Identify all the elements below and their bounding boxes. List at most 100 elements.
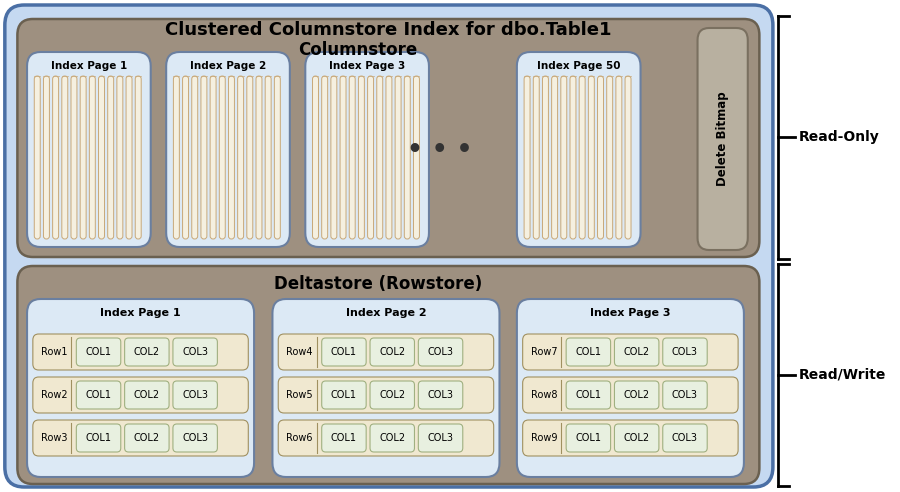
FancyBboxPatch shape bbox=[524, 76, 530, 239]
Text: COL1: COL1 bbox=[331, 390, 357, 400]
FancyBboxPatch shape bbox=[566, 381, 610, 409]
FancyBboxPatch shape bbox=[616, 76, 622, 239]
Text: Clustered Columnstore Index for dbo.Table1: Clustered Columnstore Index for dbo.Tabl… bbox=[165, 21, 612, 39]
Text: COL1: COL1 bbox=[331, 433, 357, 443]
FancyBboxPatch shape bbox=[552, 76, 558, 239]
FancyBboxPatch shape bbox=[174, 76, 179, 239]
Text: COL1: COL1 bbox=[575, 390, 601, 400]
Text: Index Page 50: Index Page 50 bbox=[537, 61, 620, 71]
Text: COL2: COL2 bbox=[134, 347, 160, 357]
Text: COL1: COL1 bbox=[86, 347, 112, 357]
FancyBboxPatch shape bbox=[418, 424, 463, 452]
FancyBboxPatch shape bbox=[340, 76, 346, 239]
Text: COL2: COL2 bbox=[379, 347, 405, 357]
Text: Index Page 2: Index Page 2 bbox=[190, 61, 266, 71]
FancyBboxPatch shape bbox=[598, 76, 604, 239]
FancyBboxPatch shape bbox=[418, 338, 463, 366]
FancyBboxPatch shape bbox=[117, 76, 122, 239]
FancyBboxPatch shape bbox=[312, 76, 319, 239]
Text: Read-Only: Read-Only bbox=[798, 130, 879, 145]
FancyBboxPatch shape bbox=[377, 76, 382, 239]
Text: Row5: Row5 bbox=[286, 390, 313, 400]
FancyBboxPatch shape bbox=[523, 420, 738, 456]
FancyBboxPatch shape bbox=[192, 76, 198, 239]
Text: Row6: Row6 bbox=[286, 433, 312, 443]
Text: Index Page 2: Index Page 2 bbox=[346, 308, 427, 318]
FancyBboxPatch shape bbox=[566, 338, 610, 366]
Text: • • •: • • • bbox=[407, 138, 472, 162]
FancyBboxPatch shape bbox=[173, 381, 218, 409]
FancyBboxPatch shape bbox=[570, 76, 576, 239]
FancyBboxPatch shape bbox=[173, 424, 218, 452]
Text: COL3: COL3 bbox=[182, 433, 208, 443]
FancyBboxPatch shape bbox=[278, 377, 494, 413]
FancyBboxPatch shape bbox=[98, 76, 104, 239]
Text: Row3: Row3 bbox=[40, 433, 68, 443]
FancyBboxPatch shape bbox=[126, 76, 132, 239]
FancyBboxPatch shape bbox=[124, 338, 169, 366]
Text: COL1: COL1 bbox=[575, 347, 601, 357]
FancyBboxPatch shape bbox=[370, 381, 415, 409]
FancyBboxPatch shape bbox=[32, 420, 248, 456]
Text: COL2: COL2 bbox=[379, 433, 405, 443]
FancyBboxPatch shape bbox=[607, 76, 613, 239]
FancyBboxPatch shape bbox=[76, 424, 121, 452]
Text: COL3: COL3 bbox=[672, 390, 698, 400]
FancyBboxPatch shape bbox=[370, 338, 415, 366]
FancyBboxPatch shape bbox=[124, 381, 169, 409]
FancyBboxPatch shape bbox=[17, 266, 760, 484]
FancyBboxPatch shape bbox=[4, 5, 773, 487]
Text: Index Page 3: Index Page 3 bbox=[329, 61, 405, 71]
FancyBboxPatch shape bbox=[626, 76, 631, 239]
FancyBboxPatch shape bbox=[256, 76, 262, 239]
FancyBboxPatch shape bbox=[662, 424, 707, 452]
FancyBboxPatch shape bbox=[321, 76, 328, 239]
Text: COL1: COL1 bbox=[575, 433, 601, 443]
Text: Index Page 1: Index Page 1 bbox=[50, 61, 127, 71]
Text: Read/Write: Read/Write bbox=[798, 368, 886, 382]
FancyBboxPatch shape bbox=[278, 334, 494, 370]
FancyBboxPatch shape bbox=[517, 299, 744, 477]
FancyBboxPatch shape bbox=[698, 28, 748, 250]
Text: Row9: Row9 bbox=[531, 433, 557, 443]
FancyBboxPatch shape bbox=[166, 52, 290, 247]
FancyBboxPatch shape bbox=[321, 381, 366, 409]
FancyBboxPatch shape bbox=[220, 76, 225, 239]
FancyBboxPatch shape bbox=[201, 76, 207, 239]
Text: Delete Bitmap: Delete Bitmap bbox=[716, 92, 729, 186]
FancyBboxPatch shape bbox=[43, 76, 50, 239]
Text: COL3: COL3 bbox=[182, 347, 208, 357]
FancyBboxPatch shape bbox=[517, 52, 641, 247]
FancyBboxPatch shape bbox=[27, 52, 150, 247]
FancyBboxPatch shape bbox=[52, 76, 58, 239]
FancyBboxPatch shape bbox=[135, 76, 141, 239]
Text: COL3: COL3 bbox=[672, 347, 698, 357]
FancyBboxPatch shape bbox=[404, 76, 410, 239]
Text: Row4: Row4 bbox=[286, 347, 312, 357]
FancyBboxPatch shape bbox=[238, 76, 244, 239]
FancyBboxPatch shape bbox=[331, 76, 337, 239]
FancyBboxPatch shape bbox=[124, 424, 169, 452]
Text: Row2: Row2 bbox=[40, 390, 68, 400]
FancyBboxPatch shape bbox=[523, 334, 738, 370]
FancyBboxPatch shape bbox=[418, 381, 463, 409]
FancyBboxPatch shape bbox=[89, 76, 95, 239]
FancyBboxPatch shape bbox=[17, 19, 760, 257]
FancyBboxPatch shape bbox=[76, 338, 121, 366]
Text: COL2: COL2 bbox=[379, 390, 405, 400]
FancyBboxPatch shape bbox=[71, 76, 77, 239]
FancyBboxPatch shape bbox=[662, 381, 707, 409]
FancyBboxPatch shape bbox=[273, 299, 500, 477]
Text: COL3: COL3 bbox=[182, 390, 208, 400]
Text: COL2: COL2 bbox=[134, 433, 160, 443]
FancyBboxPatch shape bbox=[370, 424, 415, 452]
Text: COL2: COL2 bbox=[624, 347, 650, 357]
FancyBboxPatch shape bbox=[321, 424, 366, 452]
Text: COL3: COL3 bbox=[672, 433, 698, 443]
Text: COL2: COL2 bbox=[624, 390, 650, 400]
Text: COL2: COL2 bbox=[134, 390, 160, 400]
FancyBboxPatch shape bbox=[27, 299, 254, 477]
FancyBboxPatch shape bbox=[395, 76, 401, 239]
FancyBboxPatch shape bbox=[543, 76, 548, 239]
Text: COL3: COL3 bbox=[428, 347, 454, 357]
